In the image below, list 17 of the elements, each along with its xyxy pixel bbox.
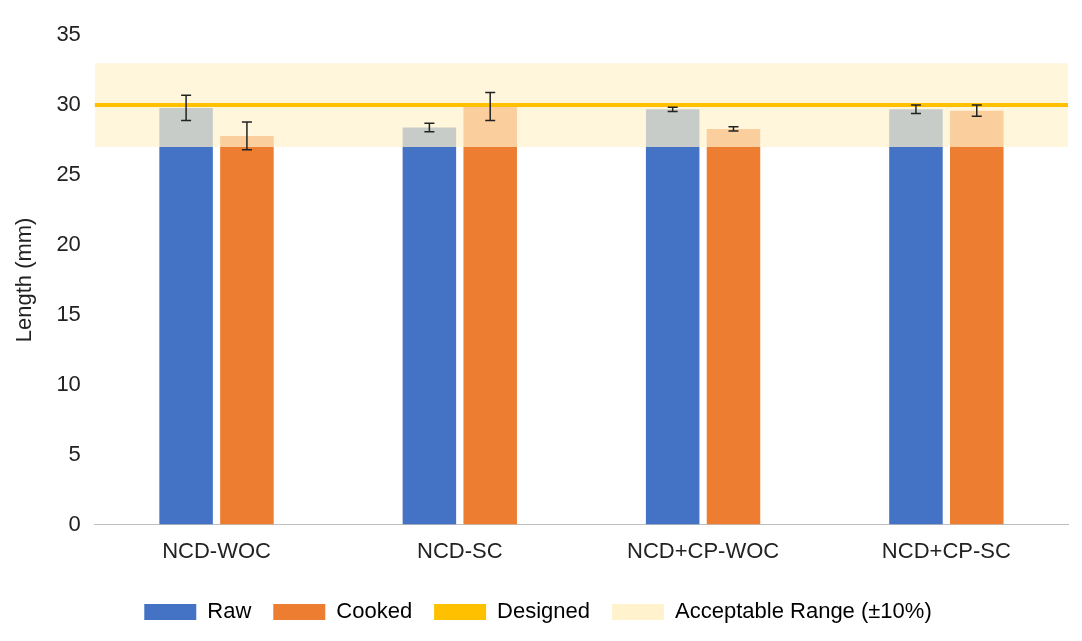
y-tick-label: 30: [56, 91, 81, 117]
legend-label: Designed: [497, 598, 591, 624]
y-tick-label: 25: [56, 161, 81, 187]
y-axis-title: Length (mm): [11, 217, 37, 343]
legend-label: Raw: [207, 598, 252, 624]
legend-label: Cooked: [336, 598, 413, 624]
y-tick-label: 0: [68, 510, 81, 536]
y-tick-label: 35: [56, 21, 81, 47]
x-tick-label: NCD+CP-WOC: [626, 537, 780, 563]
legend-label: Acceptable Range (±10%): [675, 598, 932, 624]
y-tick-label: 20: [56, 231, 81, 257]
y-tick-label: 5: [68, 440, 81, 466]
x-tick-label: NCD-SC: [417, 537, 503, 563]
x-tick-label: NCD+CP-SC: [881, 537, 1011, 563]
y-tick-label: 10: [56, 370, 81, 396]
x-tick-label: NCD-WOC: [162, 537, 271, 563]
y-tick-label: 15: [56, 300, 81, 326]
